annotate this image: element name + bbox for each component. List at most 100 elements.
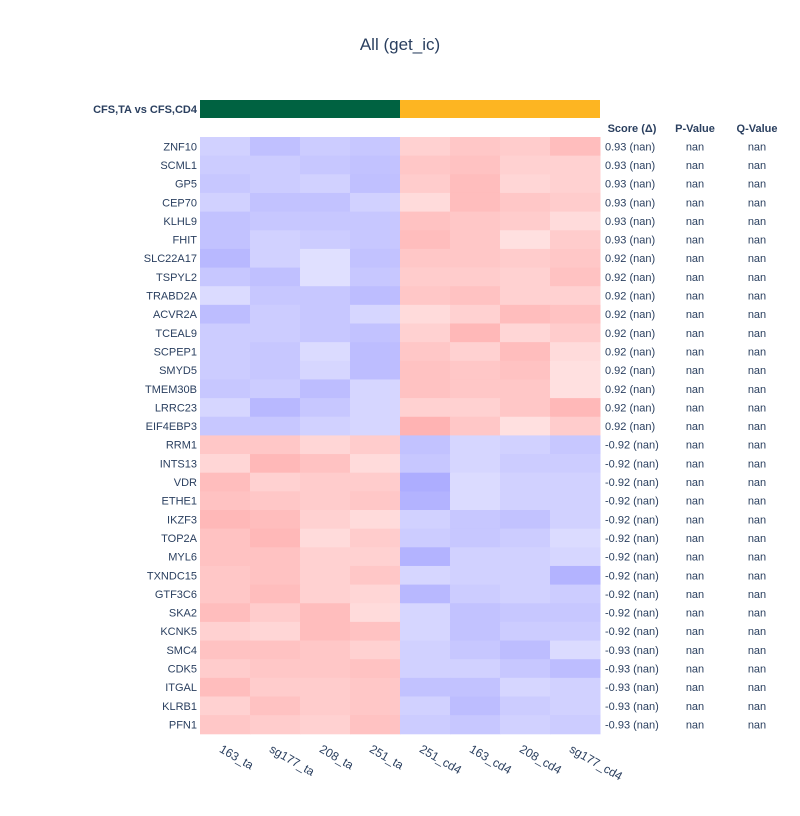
heatmap-cell	[200, 603, 251, 623]
heatmap-cell	[250, 454, 301, 474]
heatmap-cell	[500, 360, 551, 380]
column-labels: 163_ta sg177_ta 208_ta 251_ta 251_cd4 163_cd4…	[217, 742, 625, 784]
heatmap-cell	[350, 137, 401, 157]
heatmap-cell	[200, 360, 251, 380]
group-bar-label: CFS,TA vs CFS,CD4	[93, 104, 198, 116]
row-label: TRABD2A	[146, 291, 197, 303]
heatmap-cell	[250, 416, 301, 436]
heatmap-cell	[250, 248, 301, 269]
heatmap-cell	[350, 659, 401, 679]
heatmap-cell	[200, 192, 251, 213]
heatmap-cell	[450, 435, 501, 455]
pvalue-cell: nan	[686, 608, 704, 620]
heatmap-cell	[500, 398, 551, 418]
heatmap-cell	[200, 286, 251, 306]
heatmap-cell	[350, 603, 401, 623]
heatmap-cell	[500, 211, 551, 231]
heatmap-cell	[250, 584, 301, 604]
row-label: PFN1	[169, 719, 197, 731]
heatmap-cell	[200, 491, 251, 511]
heatmap-cell	[200, 435, 251, 455]
pvalue-cell: nan	[686, 291, 704, 303]
qvalue-cell: nan	[748, 309, 766, 321]
heatmap-cell	[450, 565, 501, 586]
heatmap-cell	[450, 640, 501, 660]
heatmap-cell	[450, 323, 501, 343]
heatmap-cell	[450, 677, 501, 697]
qvalue-cell: nan	[748, 664, 766, 676]
column-label: sg177_ta	[267, 742, 317, 779]
heatmap-cell	[400, 174, 451, 194]
row-label: TSPYL2	[156, 272, 197, 284]
heatmap-cell	[550, 360, 601, 380]
qvalue-cell: nan	[748, 346, 766, 358]
heatmap-cell	[450, 454, 501, 474]
heatmap-cell	[550, 696, 601, 716]
heatmap-cell	[450, 584, 501, 604]
heatmap-cell	[200, 174, 251, 194]
heatmap-cell	[450, 659, 501, 679]
heatmap-cell	[250, 286, 301, 306]
pvalue-cell: nan	[686, 421, 704, 433]
heatmap-cell	[500, 155, 551, 175]
heatmap-cell	[550, 286, 601, 306]
heatmap-cell	[500, 584, 551, 604]
heatmap-cell	[250, 323, 301, 343]
heatmap-cell	[400, 323, 451, 343]
heatmap-cell	[400, 248, 451, 269]
heatmap-cell	[300, 137, 351, 157]
pvalue-cell: nan	[686, 496, 704, 508]
heatmap-cell	[550, 621, 601, 642]
row-label: TOP2A	[161, 533, 198, 545]
qvalue-cell: nan	[748, 458, 766, 470]
heatmap-cell	[500, 677, 551, 697]
heatmap-cell	[250, 640, 301, 660]
heatmap-cell	[450, 528, 501, 548]
heatmap-cell	[300, 360, 351, 380]
score-cell: 0.93 (nan)	[605, 141, 655, 153]
heatmap-cell	[500, 323, 551, 343]
heatmap-cell	[550, 584, 601, 604]
score-cell: -0.93 (nan)	[605, 719, 659, 731]
row-label: RRM1	[166, 440, 197, 452]
qvalue-cell: nan	[748, 701, 766, 713]
heatmap-cell	[550, 677, 601, 697]
heatmap-cell	[200, 584, 251, 604]
table-header: Score (Δ)	[608, 123, 657, 135]
score-cell: -0.92 (nan)	[605, 552, 659, 564]
heatmap-cell	[450, 248, 501, 269]
heatmap-cell	[250, 267, 301, 287]
row-label: ZNF10	[163, 141, 197, 153]
heatmap-cell	[450, 267, 501, 287]
row-label: IKZF3	[167, 514, 197, 526]
pvalue-cell: nan	[686, 626, 704, 638]
heatmap-cell	[450, 155, 501, 175]
heatmap-cell	[200, 510, 251, 530]
heatmap-cells	[200, 137, 601, 735]
heatmap-cell	[400, 472, 451, 492]
row-labels: ZNF10 SCML1 GP5 CEP70 KLHL9 FHIT SLC22A17 TSPYL…	[144, 141, 198, 731]
heatmap-cell	[350, 584, 401, 604]
heatmap-cell	[300, 472, 351, 492]
heatmap-cell	[300, 547, 351, 567]
heatmap-cell	[400, 155, 451, 175]
row-label: ITGAL	[165, 682, 197, 694]
score-cell: 0.92 (nan)	[605, 421, 655, 433]
heatmap-cell	[450, 696, 501, 716]
heatmap-cell	[400, 211, 451, 231]
stats-table-header: Score (Δ) P-Value Q-Value	[608, 123, 778, 135]
qvalue-cell: nan	[748, 552, 766, 564]
column-label: 208_ta	[317, 742, 356, 773]
heatmap-cell	[400, 565, 451, 586]
heatmap-cell	[400, 360, 451, 380]
heatmap-cell	[550, 603, 601, 623]
score-cell: -0.93 (nan)	[605, 682, 659, 694]
qvalue-cell: nan	[748, 216, 766, 228]
pvalue-cell: nan	[686, 440, 704, 452]
heatmap-cell	[300, 603, 351, 623]
qvalue-cell: nan	[748, 253, 766, 265]
row-label: SMYD5	[159, 365, 197, 377]
heatmap-cell	[400, 342, 451, 362]
heatmap-cell	[500, 379, 551, 399]
heatmap-cell	[450, 715, 501, 735]
